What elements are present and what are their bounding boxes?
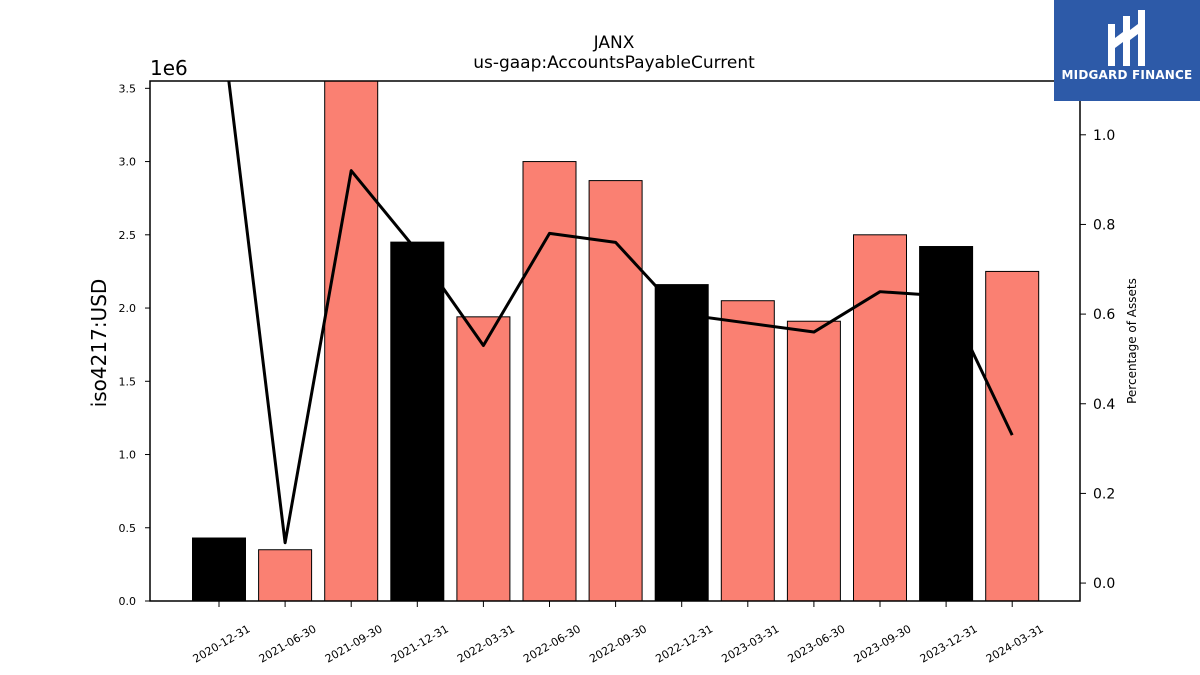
x-tick-label: 2022-09-30 [587, 622, 649, 665]
bar [786, 320, 841, 602]
bar [456, 316, 511, 602]
x-tick-label: 2023-09-30 [852, 622, 914, 665]
y2-axis-label: Percentage of Assets [1125, 278, 1139, 404]
y2-tick-label: 0.4 [1093, 397, 1115, 413]
bar [192, 537, 246, 602]
bar [522, 161, 577, 602]
plot-frame [149, 80, 1081, 602]
x-tick-label: 2022-12-31 [653, 622, 715, 665]
y-tick-label: 0.0 [119, 595, 137, 608]
bar [654, 284, 709, 602]
x-tick-label: 2023-06-30 [786, 622, 848, 665]
y2-tick-label: 0.8 [1093, 217, 1115, 233]
logo-mark-icon [1108, 10, 1145, 66]
y-offset-label: 1e6 [150, 56, 188, 80]
x-tick-label: 2023-12-31 [918, 622, 980, 665]
y-tick-label: 1.0 [119, 449, 137, 462]
y2-tick-label: 0.6 [1093, 307, 1115, 323]
y-tick-label: 0.5 [119, 522, 137, 535]
y-tick-label: 3.5 [119, 82, 137, 95]
bar [985, 270, 1040, 602]
y2-tick-label: 1.0 [1093, 128, 1115, 144]
y2-tick-label: 0.2 [1093, 486, 1115, 502]
chart-title: JANX [593, 33, 635, 53]
bar [720, 300, 775, 602]
bar [853, 234, 907, 602]
x-tick-label: 2020-12-31 [191, 622, 253, 665]
x-tick-label: 2022-03-31 [455, 622, 517, 665]
y-tick-label: 2.5 [119, 229, 137, 242]
bar [390, 241, 445, 602]
x-tick-label: 2023-03-31 [719, 622, 781, 665]
y-axis-label: iso4217:USD [87, 279, 111, 408]
x-tick-label: 2021-12-31 [389, 622, 451, 665]
bar [258, 549, 313, 602]
x-tick-label: 2022-06-30 [521, 622, 583, 665]
line-series-path [227, 81, 1014, 545]
logo-text: MIDGARD FINANCE [1061, 68, 1193, 82]
chart-subtitle: us-gaap:AccountsPayableCurrent [473, 53, 755, 73]
y-tick-label: 1.5 [119, 375, 137, 388]
bar [919, 246, 974, 602]
bar [324, 80, 379, 602]
y2-tick-label: 0.0 [1093, 576, 1115, 592]
midgard-finance-logo: MIDGARD FINANCE [1054, 0, 1200, 101]
y-tick-label: 2.0 [119, 302, 137, 315]
x-tick-label: 2024-03-31 [984, 622, 1046, 665]
y-tick-label: 3.0 [119, 156, 137, 169]
x-tick-label: 2021-06-30 [257, 622, 319, 665]
x-tick-label: 2021-09-30 [323, 622, 385, 665]
line-series [227, 81, 1014, 545]
